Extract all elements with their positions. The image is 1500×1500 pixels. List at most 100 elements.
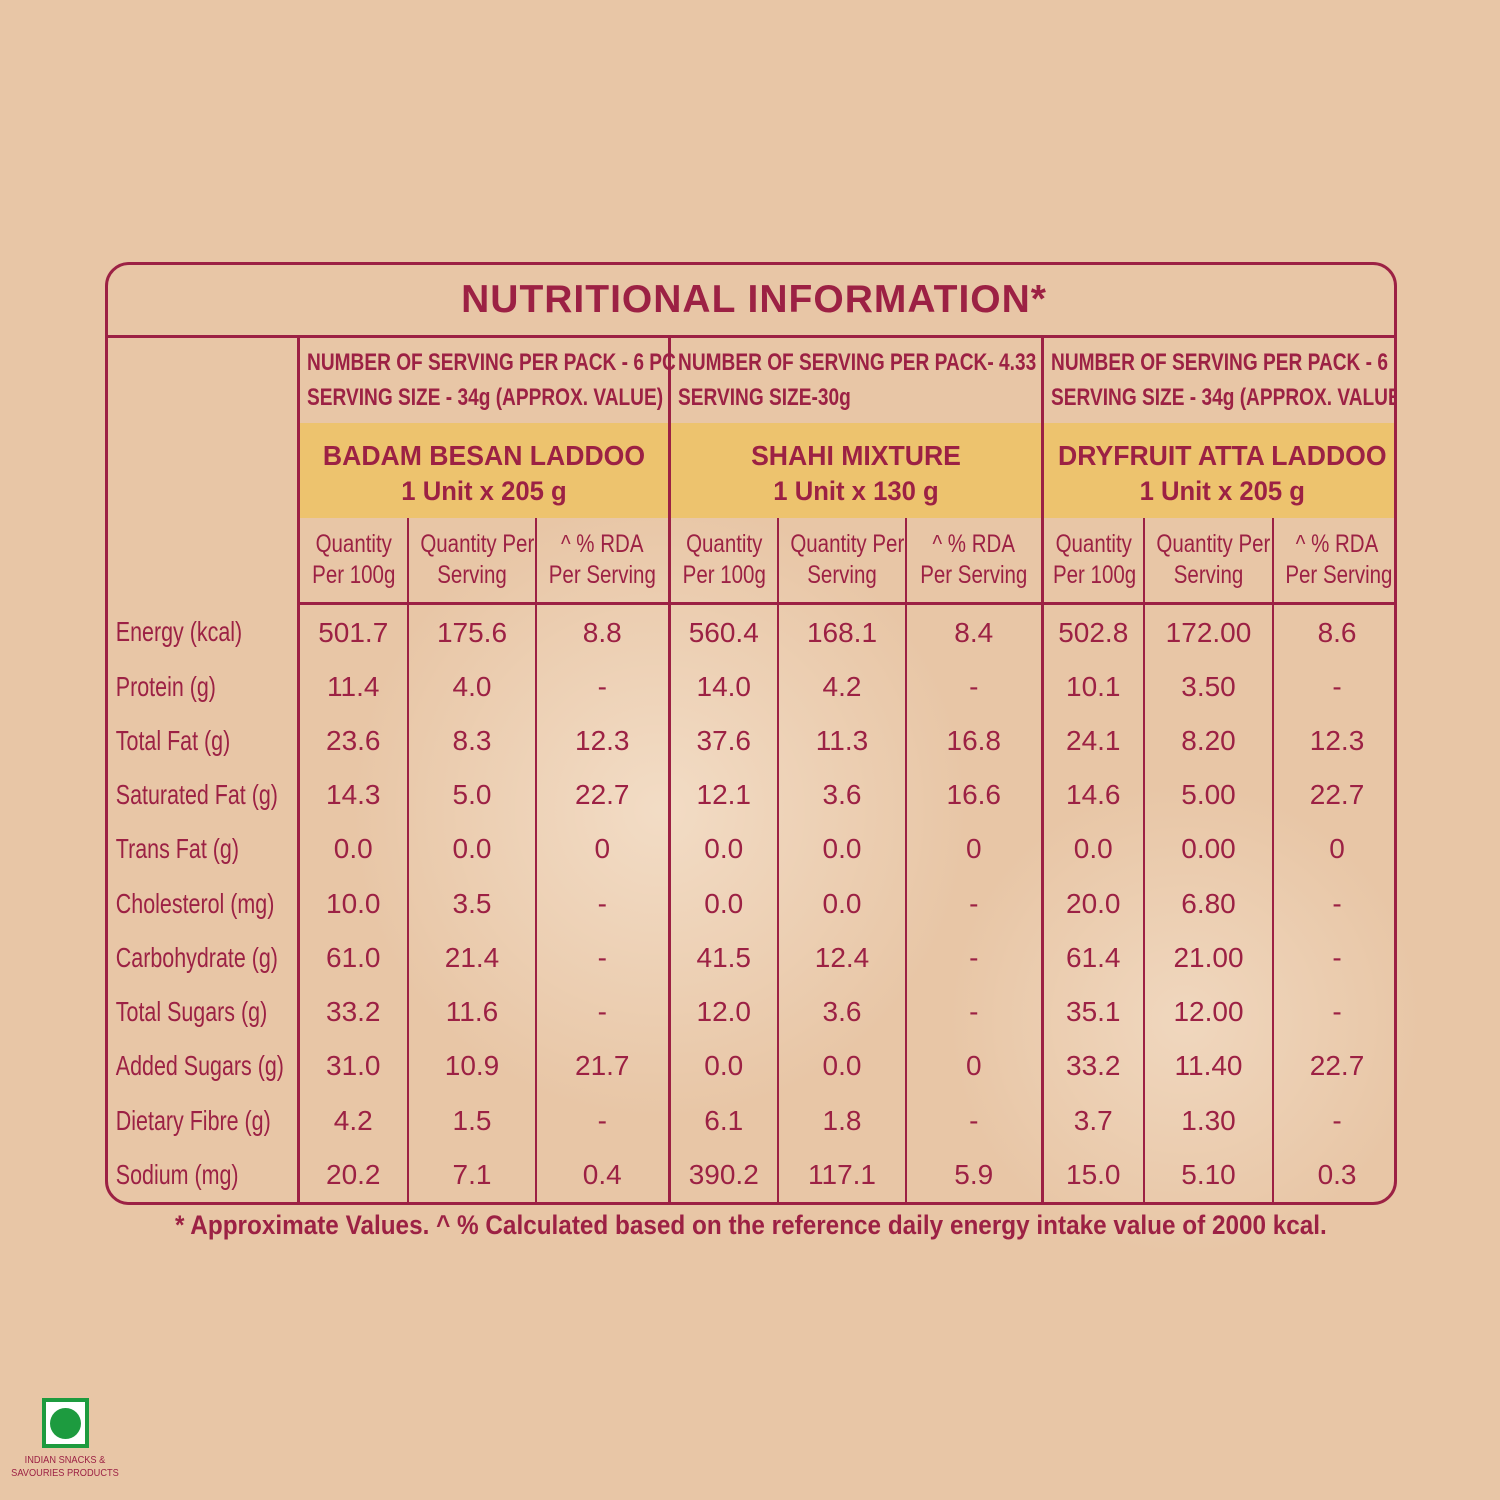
- nutrient-label: Protein (g): [115, 670, 216, 702]
- cell-value: 12.3: [1271, 713, 1394, 769]
- cell-value: 390.2: [667, 1147, 778, 1202]
- cell-value: 0.0: [667, 876, 778, 931]
- nutrient-label: Total Sugars (g): [115, 996, 268, 1028]
- cell-value: -: [905, 1093, 1042, 1148]
- cell-value: 21.7: [535, 1039, 669, 1094]
- cell-value: 0.4: [535, 1147, 669, 1202]
- cell-value: 41.5: [667, 930, 778, 985]
- cell-value: 12.00: [1143, 984, 1273, 1040]
- nutrient-row: Dietary Fibre (g) 4.2 1.5 - 6.1 1.8 - 3.…: [108, 1093, 1394, 1148]
- cell-value: 0: [905, 1039, 1042, 1094]
- nutrient-row: Total Sugars (g) 33.2 11.6 - 12.0 3.6 - …: [108, 984, 1394, 1040]
- cell-value: 0.3: [1271, 1147, 1394, 1202]
- column-header-qty-100g: Quantity Per 100g: [296, 518, 408, 606]
- cell-value: -: [1271, 1093, 1394, 1148]
- serving-info-product-3: NUMBER OF SERVING PER PACK - 6 PC SERVIN…: [1040, 336, 1397, 423]
- cell-value: 12.1: [667, 768, 778, 823]
- servings-per-pack: NUMBER OF SERVING PER PACK - 6 PC: [306, 349, 676, 377]
- product-name-row: BADAM BESAN LADDOO 1 Unit x 205 g SHAHI …: [108, 422, 1394, 519]
- cell-value: 3.6: [777, 984, 906, 1040]
- cell-value: 14.3: [296, 768, 408, 823]
- empty-cell: [108, 423, 298, 518]
- product-header-dryfruit-atta-laddoo: DRYFRUIT ATTA LADDOO 1 Unit x 205 g: [1040, 422, 1394, 519]
- column-header-rda: ^ % RDA Per Serving: [535, 518, 669, 606]
- cell-value: -: [1271, 984, 1394, 1040]
- cell-value: 4.2: [296, 1093, 408, 1148]
- cell-value: 172.00: [1143, 603, 1273, 660]
- column-header-rda: ^ % RDA Per Serving: [1271, 518, 1394, 606]
- column-header-qty-100g: Quantity Per 100g: [667, 518, 778, 606]
- nutrient-row: Saturated Fat (g) 14.3 5.0 22.7 12.1 3.6…: [108, 768, 1394, 823]
- cell-value: 22.7: [1271, 1039, 1394, 1094]
- cell-value: 33.2: [296, 984, 408, 1040]
- column-header-rda: ^ % RDA Per Serving: [905, 518, 1042, 606]
- nutrition-table: NUTRITIONAL INFORMATION* NUMBER OF SERVI…: [108, 265, 1397, 1202]
- cell-value: 3.7: [1040, 1093, 1144, 1148]
- cell-value: 0.0: [296, 822, 408, 877]
- cell-value: 8.3: [407, 713, 536, 769]
- nutrient-row: Carbohydrate (g) 61.0 21.4 - 41.5 12.4 -…: [108, 930, 1394, 985]
- column-header-qty-serving: Quantity Per Serving: [1143, 518, 1273, 606]
- column-header-row: Quantity Per 100g Quantity Per Serving ^ %…: [108, 518, 1394, 606]
- cell-value: 10.1: [1040, 659, 1144, 714]
- nutrition-table-box: NUTRITIONAL INFORMATION* NUMBER OF SERVI…: [105, 262, 1397, 1205]
- cell-value: 35.1: [1040, 984, 1144, 1040]
- cell-value: 4.2: [777, 659, 906, 714]
- cell-value: 22.7: [535, 768, 669, 823]
- panel-title: NUTRITIONAL INFORMATION*: [108, 265, 1394, 339]
- serving-info-row: NUMBER OF SERVING PER PACK - 6 PC SERVIN…: [108, 336, 1397, 423]
- nutrient-label: Dietary Fibre (g): [115, 1104, 271, 1136]
- cell-value: 560.4: [667, 603, 778, 660]
- cell-value: 0.0: [407, 822, 536, 877]
- cell-value: 3.50: [1143, 659, 1273, 714]
- cell-value: 33.2: [1040, 1039, 1144, 1094]
- cell-value: 16.8: [905, 713, 1042, 769]
- cell-value: 0: [1271, 822, 1394, 877]
- column-header-qty-100g: Quantity Per 100g: [1040, 518, 1144, 606]
- cell-value: 10.0: [296, 876, 408, 931]
- cell-value: 8.4: [905, 603, 1042, 660]
- cell-value: 168.1: [777, 603, 906, 660]
- cell-value: 21.00: [1143, 930, 1273, 985]
- cell-value: 0.0: [777, 1039, 906, 1094]
- cell-value: 21.4: [407, 930, 536, 985]
- cell-value: 1.8: [777, 1093, 906, 1148]
- veg-mark-caption: INDIAN SNACKS & SAVOURIES PRODUCTS: [11, 1454, 119, 1479]
- cell-value: 12.3: [535, 713, 669, 769]
- cell-value: 1.5: [407, 1093, 536, 1148]
- product-unit: 1 Unit x 205 g: [400, 476, 567, 507]
- cell-value: 15.0: [1040, 1147, 1144, 1202]
- nutrient-row: Total Fat (g) 23.6 8.3 12.3 37.6 11.3 16…: [108, 713, 1394, 769]
- cell-value: 6.80: [1143, 876, 1273, 931]
- nutrient-label: Carbohydrate (g): [115, 941, 278, 973]
- cell-value: 11.6: [407, 984, 536, 1040]
- cell-value: 3.6: [777, 768, 906, 823]
- product-unit: 1 Unit x 130 g: [772, 476, 939, 507]
- cell-value: 7.1: [407, 1147, 536, 1202]
- cell-value: 4.0: [407, 659, 536, 714]
- cell-value: 11.40: [1143, 1039, 1273, 1094]
- cell-value: 8.20: [1143, 713, 1273, 769]
- product-name: DRYFRUIT ATTA LADDOO: [1057, 440, 1387, 472]
- cell-value: 0.0: [667, 1039, 778, 1094]
- cell-value: 14.6: [1040, 768, 1144, 823]
- cell-value: 0: [905, 822, 1042, 877]
- cell-value: 20.0: [1040, 876, 1144, 931]
- nutrient-label: Total Fat (g): [115, 725, 231, 756]
- cell-value: -: [1271, 876, 1394, 931]
- cell-value: 11.4: [296, 659, 408, 714]
- cell-value: 0.0: [667, 822, 778, 877]
- veg-mark: INDIAN SNACKS & SAVOURIES PRODUCTS: [0, 1398, 130, 1480]
- cell-value: 12.0: [667, 984, 778, 1040]
- cell-value: 5.9: [905, 1147, 1042, 1202]
- cell-value: 3.5: [407, 876, 536, 931]
- cell-value: -: [1271, 930, 1394, 985]
- column-header-qty-serving: Quantity Per Serving: [407, 518, 536, 606]
- cell-value: 0.0: [1040, 822, 1144, 877]
- vegetarian-icon: [41, 1398, 89, 1448]
- cell-value: 20.2: [296, 1147, 408, 1202]
- cell-value: 175.6: [407, 603, 536, 660]
- nutrient-label: Saturated Fat (g): [115, 779, 278, 811]
- serving-size: SERVING SIZE - 34g (APPROX. VALUE): [1050, 384, 1397, 412]
